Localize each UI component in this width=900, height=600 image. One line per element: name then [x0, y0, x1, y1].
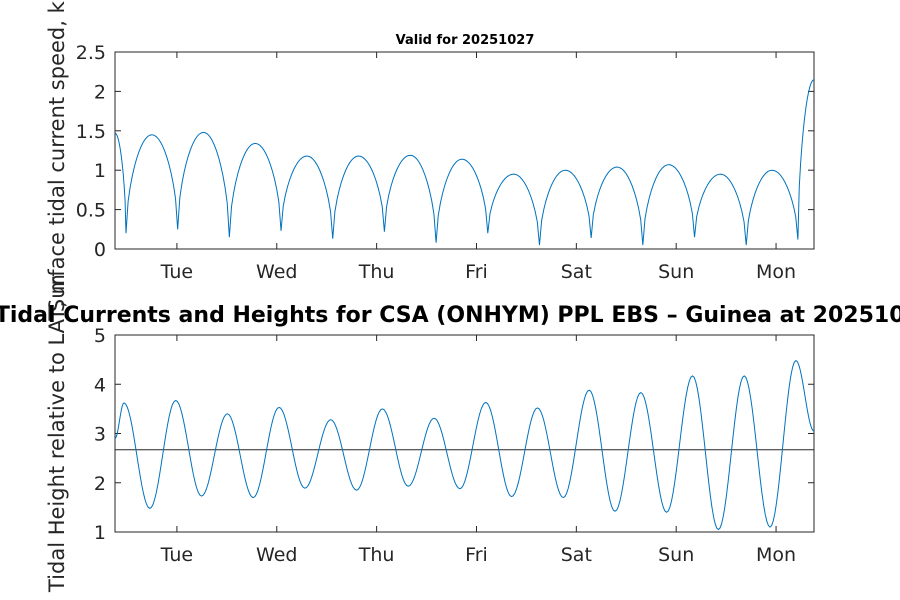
- current-speed-chart: 0 0.5 1 1.5 2 2.5 Tue Wed Thu Fri Sat Sun Mon Valid…: [45, 0, 815, 312]
- x-tick-label: Fri: [465, 544, 488, 566]
- y-tick-label: 5: [94, 325, 106, 347]
- tidal-height-plot-area: [114, 334, 815, 533]
- x-tick-label: Fri: [465, 261, 488, 283]
- x-tick-label: Sun: [658, 544, 694, 566]
- y-tick-label: 0.5: [76, 200, 106, 222]
- current-speed-y-ticks: 0 0.5 1 1.5 2 2.5: [76, 42, 814, 261]
- y-tick-label: 1.5: [76, 121, 106, 143]
- tidal-height-chart-title: Tidal Currents and Heights for CSA (ONHY…: [0, 303, 900, 328]
- y-tick-label: 0: [94, 239, 106, 261]
- current-speed-chart-title: Valid for 20251027: [396, 33, 535, 48]
- tidal-height-y-ticks: 1 2 3 4 5: [94, 325, 814, 544]
- y-tick-label: 1: [94, 160, 106, 182]
- y-tick-label: 2: [94, 81, 106, 103]
- y-tick-label: 1: [94, 522, 106, 544]
- x-tick-label: Sat: [561, 261, 592, 283]
- x-tick-label: Wed: [256, 261, 297, 283]
- current-speed-x-ticks: Tue Wed Thu Fri Sat Sun Mon: [160, 52, 796, 283]
- tidal-height-y-axis-label: Tidal Height relative to LAT, m: [45, 274, 69, 593]
- current-speed-y-axis-label: Surface tidal current speed, kn: [45, 0, 69, 312]
- x-tick-label: Sat: [561, 544, 592, 566]
- y-tick-label: 4: [94, 374, 106, 396]
- tidal-height-series-line: [114, 359, 815, 531]
- current-speed-series-line: [114, 79, 815, 246]
- x-tick-label: Mon: [756, 544, 796, 566]
- tidal-height-x-ticks: Tue Wed Thu Fri Sat Sun Mon: [160, 335, 796, 566]
- y-tick-label: 2.5: [76, 42, 106, 64]
- x-tick-label: Wed: [256, 544, 297, 566]
- current-speed-plot-area: [114, 51, 815, 250]
- x-tick-label: Tue: [160, 544, 193, 566]
- x-tick-label: Thu: [358, 544, 395, 566]
- y-tick-label: 2: [94, 473, 106, 495]
- y-tick-label: 3: [94, 424, 106, 446]
- tidal-height-chart: 1 2 3 4 5 Tue Wed Thu Fri Sat Sun Mon Tidal Height…: [45, 274, 815, 593]
- x-tick-label: Sun: [658, 261, 694, 283]
- x-tick-label: Mon: [756, 261, 796, 283]
- x-tick-label: Thu: [358, 261, 395, 283]
- x-tick-label: Tue: [160, 261, 193, 283]
